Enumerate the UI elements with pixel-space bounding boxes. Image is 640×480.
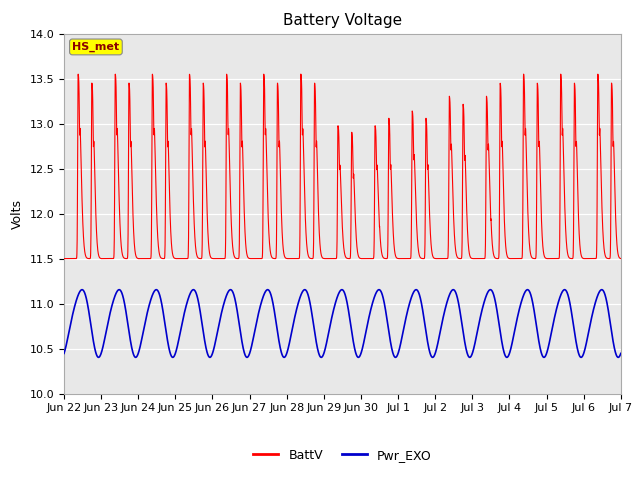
Legend: BattV, Pwr_EXO: BattV, Pwr_EXO bbox=[248, 444, 436, 467]
Y-axis label: Volts: Volts bbox=[11, 199, 24, 228]
Title: Battery Voltage: Battery Voltage bbox=[283, 13, 402, 28]
Text: HS_met: HS_met bbox=[72, 42, 120, 52]
